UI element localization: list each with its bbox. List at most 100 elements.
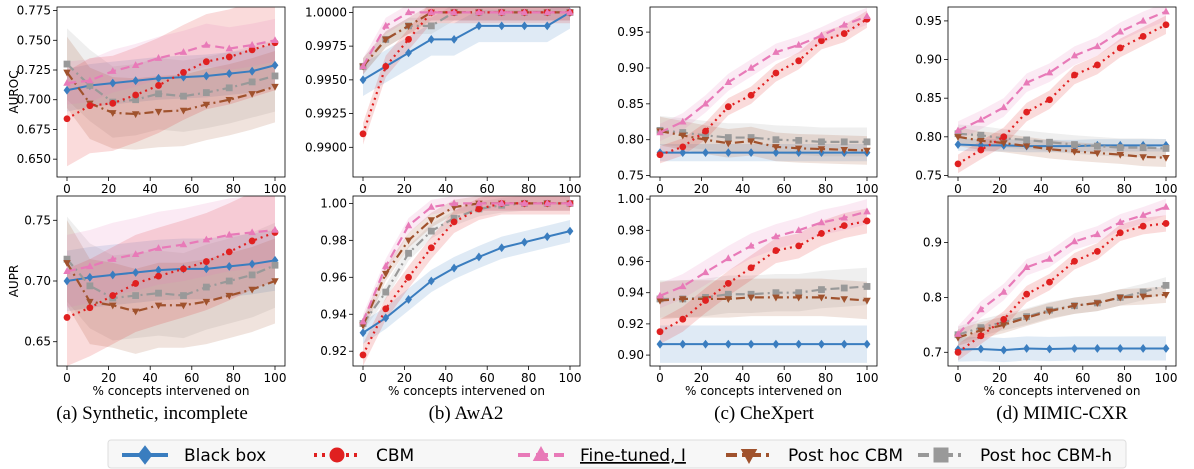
data-point: [225, 277, 233, 285]
data-point: [817, 31, 826, 39]
series-line: [659, 219, 868, 333]
data-point: [1116, 27, 1124, 35]
data-point: [772, 148, 780, 158]
panel-c-top: 0 20 40 60 80 100 0.75 0.80 0.85 0.90 0.95: [617, 6, 878, 196]
y-tick-label: 0.65: [24, 335, 51, 349]
data-point: [155, 289, 162, 297]
x-axis-label: % concepts intervened on: [984, 384, 1141, 398]
data-point: [450, 34, 458, 44]
panel-b-bottom: 0 20 40 60 80 100 0.92 0.94 0.96 0.98 1.00 % concep…: [320, 195, 581, 398]
data-point: [772, 289, 780, 297]
data-point: [543, 21, 551, 31]
data-point: [155, 272, 162, 280]
data-point: [863, 217, 871, 225]
x-axis-label: % concepts intervened on: [93, 384, 250, 398]
data-point: [132, 292, 140, 299]
panel-a-top: 0 20 40 60 80 100 0.650 0.675 0.700 0.725 0.750 0.7…: [7, 4, 286, 196]
confidence-band: [363, 196, 570, 330]
data-point: [248, 237, 256, 245]
legend-marker: [933, 447, 949, 463]
x-tick-label: 20: [397, 371, 412, 385]
data-point: [817, 294, 826, 302]
data-point: [863, 297, 871, 305]
data-point: [1071, 141, 1078, 148]
y-tick-label: 0.92: [320, 344, 347, 358]
data-point: [475, 21, 483, 31]
data-point: [405, 249, 412, 257]
data-point: [772, 232, 780, 240]
x-tick-label: 0: [656, 182, 664, 196]
data-point: [701, 99, 710, 107]
confidence-band: [67, 196, 275, 308]
x-tick-label: 40: [438, 371, 453, 385]
series-line: [362, 230, 571, 334]
data-point: [63, 255, 71, 263]
data-point: [840, 20, 848, 28]
data-point: [772, 69, 780, 77]
data-point: [747, 290, 755, 298]
axes-frame: [352, 195, 581, 367]
x-tick-label: 60: [777, 371, 792, 385]
y-axis-label: AUPR: [7, 265, 21, 298]
caption-a: (a) Synthetic, incomplete: [56, 403, 248, 424]
confidence-band: [363, 7, 570, 97]
confidence-band: [67, 196, 275, 366]
plot-area: [656, 7, 871, 165]
data-point: [248, 46, 256, 54]
data-point: [404, 23, 413, 30]
data-point: [521, 237, 528, 247]
data-point: [497, 199, 506, 207]
data-point: [180, 68, 187, 76]
data-point: [405, 48, 412, 58]
data-point: [863, 207, 871, 215]
series-line: [66, 41, 276, 120]
data-point: [1045, 254, 1054, 262]
data-point: [1139, 293, 1147, 301]
data-point: [450, 218, 458, 226]
data-point: [795, 242, 803, 250]
data-point: [863, 283, 871, 290]
x-tick-label: 80: [521, 182, 536, 196]
data-point: [225, 97, 233, 104]
x-tick-label: 60: [777, 182, 792, 196]
data-point: [679, 315, 687, 323]
y-tick-label: 0.775: [17, 4, 51, 18]
data-point: [1093, 142, 1101, 150]
confidence-band: [363, 7, 570, 145]
data-point: [1093, 42, 1102, 50]
data-point: [382, 62, 390, 70]
data-point: [1093, 61, 1101, 69]
data-point: [1023, 290, 1031, 298]
data-point: [1093, 300, 1102, 308]
data-point: [86, 298, 94, 306]
data-point: [1139, 211, 1147, 218]
data-point: [155, 90, 162, 98]
data-point: [154, 244, 163, 251]
data-point: [132, 96, 140, 104]
data-point: [702, 148, 709, 158]
series-line: [957, 135, 1167, 159]
data-point: [1093, 344, 1101, 353]
data-point: [1116, 218, 1124, 226]
series-line: [660, 285, 868, 301]
data-point: [1046, 344, 1053, 354]
x-tick-label: 80: [818, 371, 833, 385]
legend-label: Post hoc CBM: [788, 446, 903, 466]
data-point: [679, 148, 687, 158]
confidence-band: [660, 199, 867, 309]
x-tick-label: 40: [1034, 371, 1049, 385]
data-point: [1139, 344, 1147, 353]
data-point: [63, 85, 71, 95]
data-point: [954, 134, 962, 141]
x-tick-label: 0: [63, 371, 71, 385]
data-point: [405, 273, 412, 281]
confidence-band: [660, 116, 867, 157]
data-point: [795, 339, 803, 349]
data-point: [1116, 344, 1124, 353]
confidence-band: [67, 28, 275, 138]
data-point: [543, 199, 551, 207]
data-point: [566, 8, 574, 16]
x-axis-label: % concepts intervened on: [388, 384, 545, 398]
y-tick-label: 0.9975: [305, 39, 347, 53]
axes-frame: [947, 6, 1177, 178]
